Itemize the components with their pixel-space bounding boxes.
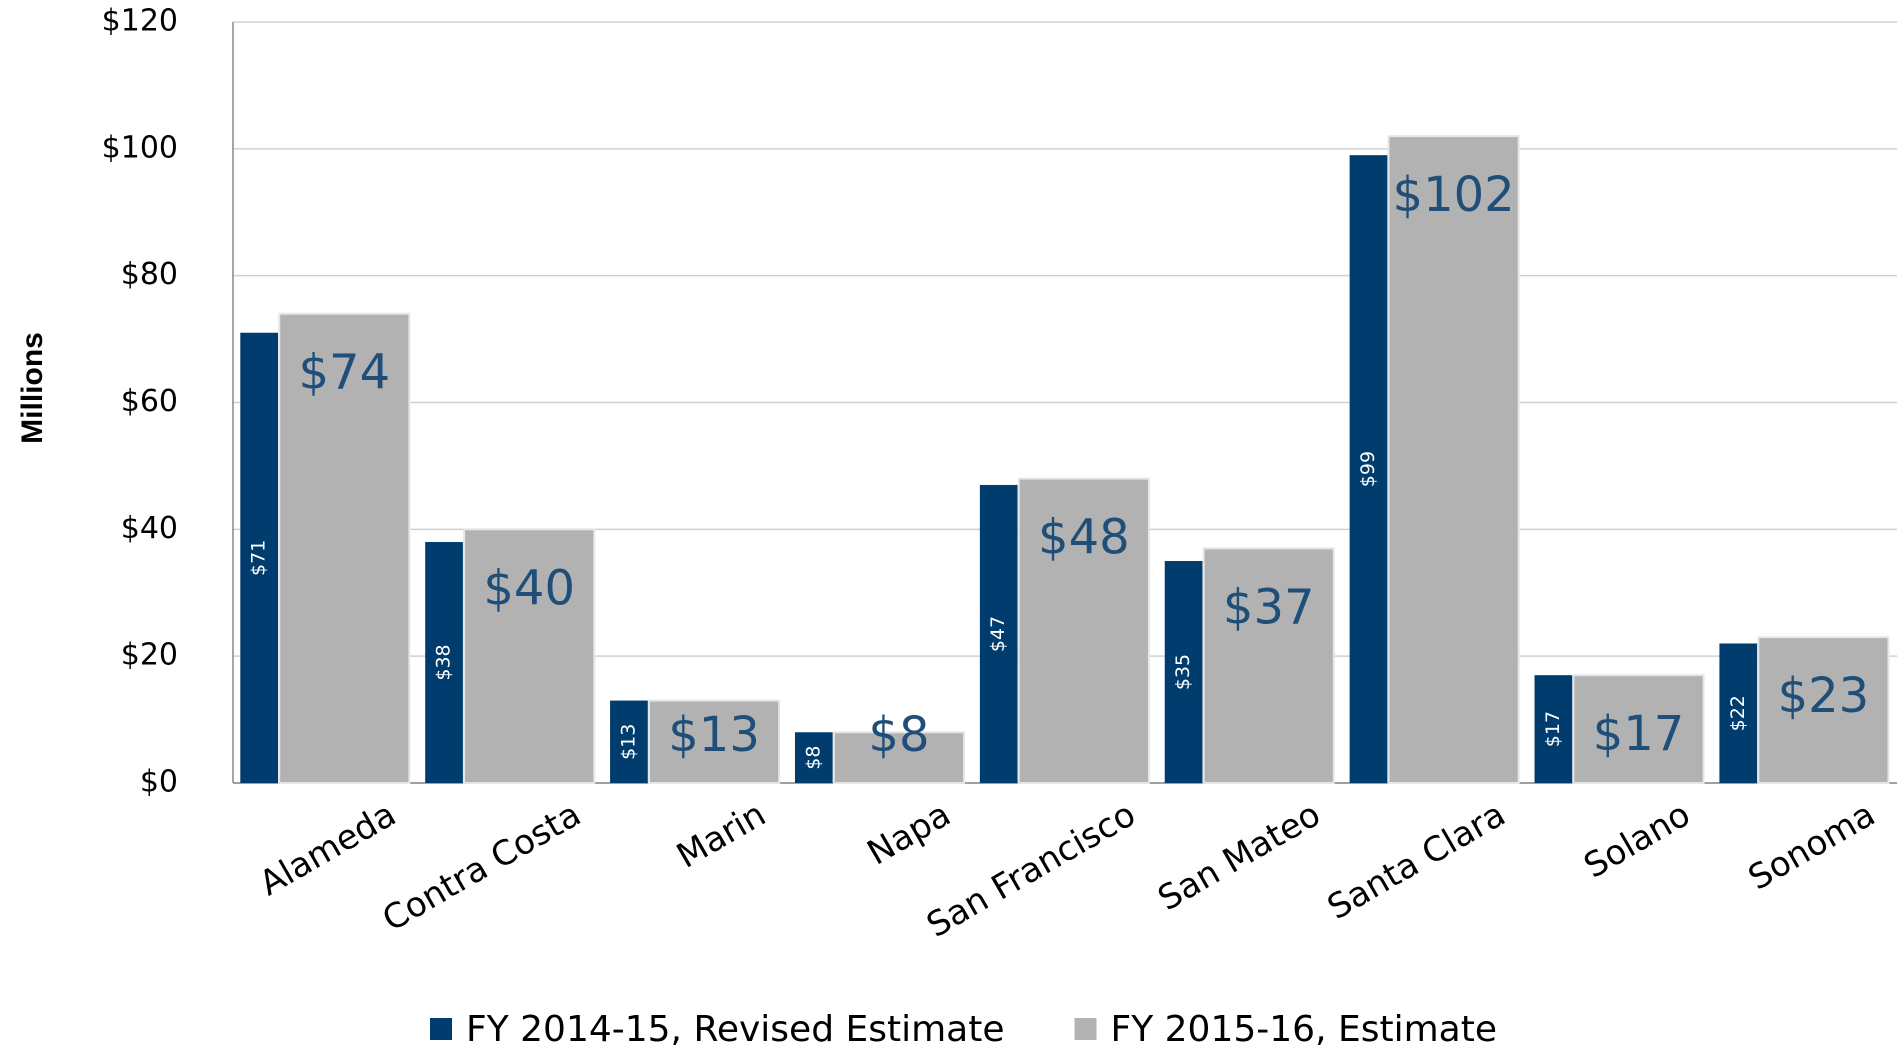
legend-swatch xyxy=(1074,1018,1097,1040)
bar xyxy=(1349,155,1388,784)
data-label: $35 xyxy=(1172,654,1194,690)
x-tick-label: Napa xyxy=(861,794,958,873)
y-tick-label: $80 xyxy=(121,257,178,292)
bar xyxy=(240,332,279,783)
data-label: $48 xyxy=(1038,510,1130,566)
data-label: $47 xyxy=(987,616,1009,652)
bar xyxy=(979,484,1018,783)
bar xyxy=(1719,643,1758,783)
legend-label: FY 2015-16, Estimate xyxy=(1111,1009,1497,1050)
y-tick-label: $120 xyxy=(102,4,178,39)
x-tick-label: Santa Clara xyxy=(1321,794,1512,928)
x-tick-label: Sonoma xyxy=(1742,794,1882,898)
bar xyxy=(610,700,648,783)
y-tick-label: $100 xyxy=(102,130,178,165)
x-tick-label: San Mateo xyxy=(1151,794,1327,919)
x-tick-label: Marin xyxy=(670,794,772,876)
data-label: $13 xyxy=(617,724,639,760)
y-tick-label: $60 xyxy=(121,384,178,419)
y-tick-label: $0 xyxy=(140,765,178,800)
data-label: $102 xyxy=(1393,167,1515,223)
x-tick-label: Contra Costa xyxy=(376,794,588,939)
y-tick-label: $40 xyxy=(121,511,178,546)
bar xyxy=(463,528,596,784)
bar xyxy=(1534,675,1573,783)
bar xyxy=(794,732,833,783)
bar xyxy=(1572,674,1705,784)
data-label: $37 xyxy=(1223,579,1315,635)
bar xyxy=(648,699,781,785)
data-label: $17 xyxy=(1542,711,1564,747)
bar xyxy=(1164,561,1203,783)
bar xyxy=(1202,547,1335,784)
bar xyxy=(832,731,966,784)
y-axis-title: Millions xyxy=(16,332,49,444)
y-tick-label: $20 xyxy=(121,638,178,673)
data-label: $71 xyxy=(248,540,270,576)
data-label: $22 xyxy=(1727,695,1749,731)
legend-swatch xyxy=(430,1018,452,1040)
bar xyxy=(1387,135,1520,784)
data-label: $8 xyxy=(868,707,929,763)
x-tick-label: San Francisco xyxy=(920,794,1142,945)
data-label: $23 xyxy=(1778,668,1870,724)
data-label: $74 xyxy=(298,345,390,401)
bar xyxy=(1017,477,1150,784)
bar xyxy=(425,542,463,783)
bar xyxy=(1757,636,1890,784)
bar xyxy=(278,312,411,784)
legend-label: FY 2014-15, Revised Estimate xyxy=(466,1009,1005,1050)
x-tick-label: Alameda xyxy=(253,794,403,904)
data-label: $99 xyxy=(1357,451,1379,487)
data-label: $17 xyxy=(1593,706,1685,762)
data-label: $40 xyxy=(483,560,575,616)
data-label: $13 xyxy=(668,707,760,763)
data-label: $8 xyxy=(802,746,824,770)
data-label: $38 xyxy=(433,644,455,680)
x-tick-label: Solano xyxy=(1577,794,1697,886)
